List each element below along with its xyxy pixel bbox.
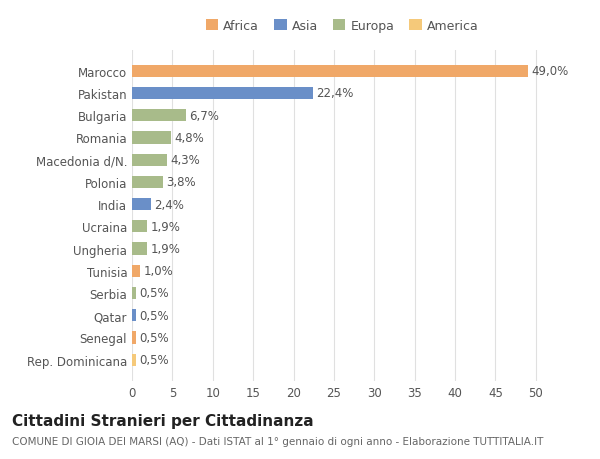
Text: 22,4%: 22,4% [316, 87, 353, 100]
Bar [132, 354, 136, 366]
Bar [132, 243, 148, 255]
Bar [132, 176, 163, 189]
Text: COMUNE DI GIOIA DEI MARSI (AQ) - Dati ISTAT al 1° gennaio di ogni anno - Elabora: COMUNE DI GIOIA DEI MARSI (AQ) - Dati IS… [12, 436, 544, 446]
Text: Cittadini Stranieri per Cittadinanza: Cittadini Stranieri per Cittadinanza [12, 413, 314, 428]
Bar [132, 309, 136, 322]
Text: 4,3%: 4,3% [170, 154, 200, 167]
Text: 0,5%: 0,5% [139, 353, 169, 366]
Bar [132, 331, 136, 344]
Bar [132, 265, 140, 277]
Text: 4,8%: 4,8% [174, 132, 204, 145]
Bar [132, 287, 136, 299]
Bar [132, 110, 186, 122]
Bar [132, 132, 171, 144]
Bar [132, 154, 167, 167]
Text: 1,0%: 1,0% [143, 265, 173, 278]
Text: 6,7%: 6,7% [190, 109, 219, 123]
Text: 0,5%: 0,5% [139, 331, 169, 344]
Text: 49,0%: 49,0% [531, 65, 568, 78]
Text: 0,5%: 0,5% [139, 287, 169, 300]
Bar [132, 221, 148, 233]
Text: 1,9%: 1,9% [151, 220, 181, 233]
Bar [132, 66, 528, 78]
Legend: Africa, Asia, Europa, America: Africa, Asia, Europa, America [200, 15, 484, 38]
Text: 0,5%: 0,5% [139, 309, 169, 322]
Text: 2,4%: 2,4% [155, 198, 184, 211]
Bar [132, 88, 313, 100]
Bar [132, 199, 151, 211]
Text: 1,9%: 1,9% [151, 242, 181, 256]
Text: 3,8%: 3,8% [166, 176, 196, 189]
